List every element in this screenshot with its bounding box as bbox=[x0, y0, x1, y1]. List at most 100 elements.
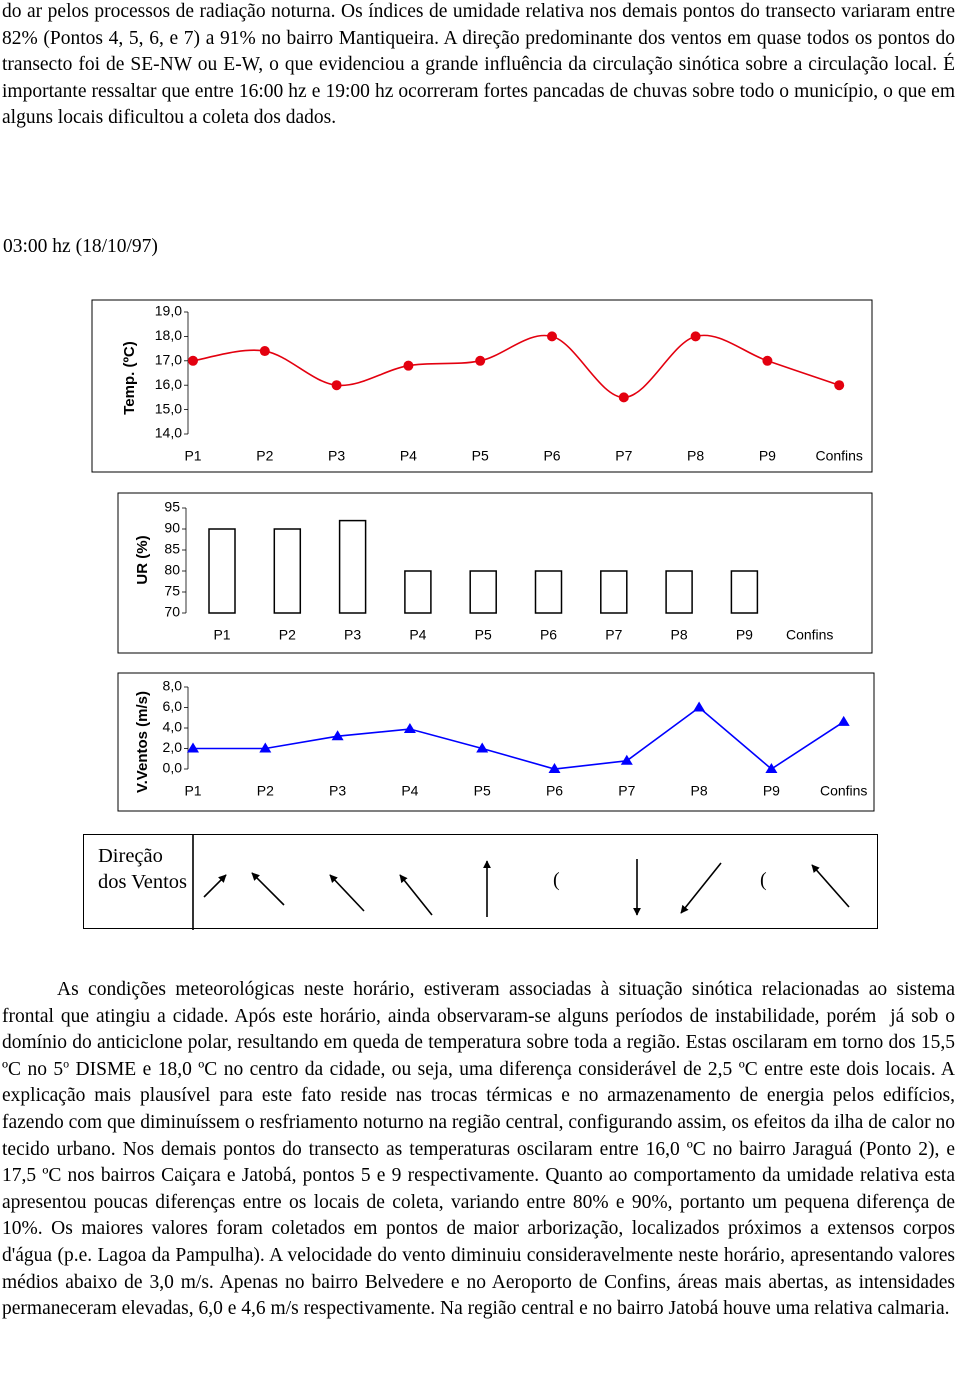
superscript: o bbox=[63, 1056, 70, 1071]
y-tick-label: 14,0 bbox=[155, 425, 182, 441]
data-point bbox=[693, 701, 706, 712]
paragraph: do ar pelos processos de radiação noturn… bbox=[2, 1, 960, 129]
y-tick-label: 6,0 bbox=[163, 698, 183, 714]
y-tick-label: 2,0 bbox=[163, 739, 183, 755]
y-tick-label: 0,0 bbox=[163, 760, 183, 776]
y-tick-label: 16,0 bbox=[155, 376, 182, 392]
x-tick-label: Confins bbox=[820, 783, 867, 799]
x-tick-label: P8 bbox=[691, 783, 708, 799]
y-tick-label: 18,0 bbox=[155, 327, 182, 343]
data-line bbox=[192, 334, 840, 399]
calm-mark: ( bbox=[553, 869, 560, 891]
data-point bbox=[188, 355, 198, 366]
x-tick-label: Confins bbox=[815, 448, 862, 464]
wind-arrow bbox=[329, 874, 365, 912]
data-point bbox=[403, 723, 416, 734]
wind-direction-table: Direção dos Ventos ( ( bbox=[83, 834, 878, 930]
y-tick-label: 75 bbox=[164, 583, 180, 599]
x-tick-label: P9 bbox=[759, 448, 776, 464]
data-point bbox=[618, 392, 629, 403]
bar bbox=[600, 570, 628, 614]
y-tick-label: 4,0 bbox=[163, 719, 183, 735]
x-tick-label: P4 bbox=[400, 448, 417, 464]
chart-frame bbox=[91, 299, 873, 473]
data-point bbox=[331, 730, 344, 741]
charts: 14,0 15,0 16,0 17,0 18,0 19,0 Temp. (ºC) P1 P2 P3… bbox=[91, 299, 875, 812]
x-tick-label: Confins bbox=[786, 627, 833, 643]
x-tick-label: P7 bbox=[615, 448, 632, 464]
text: DISME e 18,0 ºC no centro da cidade, ou … bbox=[2, 1058, 955, 1320]
bar bbox=[404, 570, 432, 614]
calm-mark: ( bbox=[760, 869, 767, 891]
x-tick-label: P1 bbox=[184, 783, 201, 799]
x-tick-label: P2 bbox=[279, 627, 296, 643]
x-tick-label: P3 bbox=[344, 627, 361, 643]
bar bbox=[665, 570, 693, 614]
y-tick-label: 15,0 bbox=[155, 400, 182, 416]
wind-arrow bbox=[680, 862, 722, 914]
data-point bbox=[765, 763, 778, 773]
y-axis-label: V.Ventos (m/s) bbox=[134, 691, 151, 793]
y-tick-label: 90 bbox=[164, 520, 180, 536]
data-point bbox=[475, 355, 486, 366]
x-tick-label: P4 bbox=[409, 627, 426, 643]
wind-arrow bbox=[251, 872, 285, 906]
x-tick-label: P6 bbox=[546, 783, 563, 799]
data-point bbox=[547, 331, 557, 342]
data-point bbox=[548, 763, 561, 773]
wind-arrows bbox=[192, 835, 850, 930]
y-tick-label: 80 bbox=[164, 562, 180, 578]
x-tick-label: P5 bbox=[475, 627, 492, 643]
data-line bbox=[193, 706, 845, 770]
bar bbox=[534, 570, 563, 614]
text: As condições meteorológicas neste horári… bbox=[2, 979, 960, 1080]
table-label: Direção dos Ventos bbox=[98, 845, 188, 893]
x-tick-label: P2 bbox=[257, 783, 274, 799]
y-tick-label: 19,0 bbox=[155, 303, 182, 319]
wind-arrow bbox=[203, 874, 227, 898]
chart-frame bbox=[117, 672, 875, 812]
x-tick-label: P7 bbox=[618, 783, 635, 799]
x-tick-label: P6 bbox=[540, 627, 557, 643]
x-tick-label: P5 bbox=[472, 448, 489, 464]
x-tick-label: P8 bbox=[687, 448, 704, 464]
x-tick-label: P2 bbox=[256, 448, 273, 464]
data-point bbox=[187, 742, 199, 753]
x-tick-label: P7 bbox=[605, 627, 622, 643]
chart-frame bbox=[117, 492, 873, 654]
x-tick-label: P3 bbox=[329, 783, 346, 799]
x-tick-label: P5 bbox=[474, 783, 491, 799]
data-point bbox=[834, 380, 845, 391]
y-tick-label: 85 bbox=[164, 541, 180, 557]
x-tick-label: P1 bbox=[184, 448, 201, 464]
data-point bbox=[403, 360, 414, 371]
bar bbox=[730, 570, 759, 614]
x-tick-label: P1 bbox=[213, 627, 230, 643]
data-point bbox=[259, 742, 272, 753]
x-tick-label: P4 bbox=[401, 783, 418, 799]
y-tick-label: 17,0 bbox=[155, 352, 182, 368]
bar bbox=[338, 519, 367, 614]
y-tick-label: 8,0 bbox=[163, 678, 183, 694]
x-tick-label: P9 bbox=[763, 783, 780, 799]
data-point bbox=[690, 331, 701, 342]
x-tick-label: P9 bbox=[736, 627, 753, 643]
data-point bbox=[620, 754, 633, 765]
wind-arrow bbox=[399, 874, 433, 916]
y-axis-label: Temp. (ºC) bbox=[121, 341, 138, 415]
y-tick-label: 95 bbox=[164, 499, 180, 515]
x-tick-label: P8 bbox=[671, 627, 688, 643]
bar bbox=[273, 528, 302, 614]
y-axis-label: UR (%) bbox=[134, 535, 151, 584]
x-tick-label: P3 bbox=[328, 448, 345, 464]
data-point bbox=[259, 346, 270, 357]
section-heading: 03:00 hz (18/10/97) bbox=[3, 236, 158, 257]
wind-arrow bbox=[811, 864, 850, 908]
paragraph: As condições meteorológicas neste horári… bbox=[2, 977, 955, 1323]
data-point bbox=[837, 715, 850, 726]
data-point bbox=[476, 742, 489, 753]
data-point bbox=[331, 380, 342, 391]
bar bbox=[208, 528, 236, 614]
y-tick-label: 70 bbox=[164, 604, 180, 620]
